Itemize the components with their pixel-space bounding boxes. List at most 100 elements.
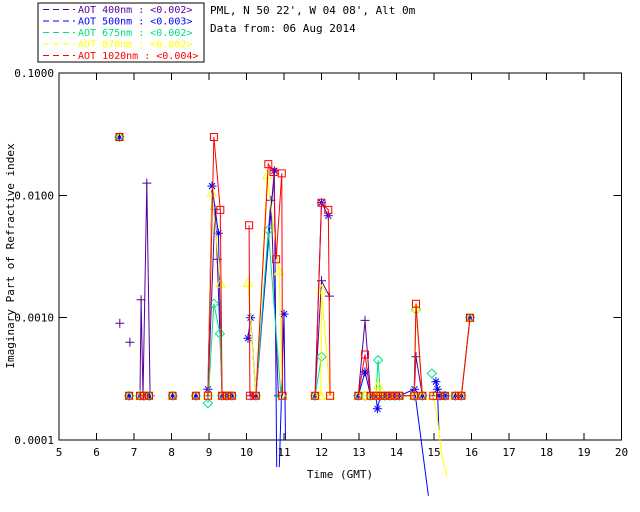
square-marker-aot-1020nm	[269, 168, 278, 176]
legend-entry-label: AOT 500nm : <0.003>	[78, 17, 192, 28]
series-aot-500nm	[114, 132, 475, 496]
x-tick-label: 12	[315, 446, 328, 459]
square-marker-aot-1020nm	[209, 133, 218, 141]
legend: AOT 400nm : <0.002>AOT 500nm : <0.003>AO…	[37, 2, 205, 63]
y-tick-label: 0.0010	[14, 312, 54, 325]
series-aot-400nm	[114, 132, 475, 401]
square-marker-aot-1020nm	[410, 391, 419, 400]
plus-marker-aot-400nm	[136, 295, 146, 305]
asterisk-marker-aot-500nm	[360, 367, 370, 377]
series-line-aot-870nm	[247, 175, 283, 396]
x-tick-label: 18	[540, 446, 553, 459]
x-tick-label: 13	[352, 446, 365, 459]
square-marker-aot-1020nm	[264, 160, 273, 169]
series-line-aot-400nm	[139, 183, 151, 396]
x-axis-title: Time (GMT)	[307, 468, 373, 481]
legend-entry-label: AOT 1020nm : <0.004>	[78, 51, 198, 62]
square-marker-aot-1020nm	[457, 391, 466, 400]
square-marker-aot-1020nm	[278, 391, 287, 400]
asterisk-marker-aot-500nm	[431, 377, 441, 387]
series-line-aot-675nm	[314, 356, 322, 396]
plot-frame	[58, 72, 622, 441]
y-tick-label: 0.0100	[14, 189, 54, 202]
plus-marker-aot-400nm	[115, 318, 125, 328]
x-tick-label: 19	[577, 446, 590, 459]
square-marker-aot-1020nm	[311, 391, 320, 400]
square-marker-aot-1020nm	[251, 391, 260, 400]
x-tick-label: 5	[56, 446, 63, 459]
data-series-layer	[114, 131, 476, 496]
x-tick-label: 11	[277, 446, 290, 459]
asterisk-marker-aot-500nm	[432, 384, 442, 394]
plus-marker-aot-400nm	[411, 352, 421, 362]
square-marker-aot-1020nm	[412, 299, 420, 308]
diamond-marker-aot-675nm	[372, 354, 384, 366]
x-tick-label: 16	[465, 446, 478, 459]
square-marker-aot-1020nm	[272, 255, 281, 264]
series-line-aot-1020nm	[357, 303, 423, 397]
square-marker-aot-1020nm	[466, 313, 474, 322]
square-marker-aot-1020nm	[361, 350, 369, 359]
x-tick-label: 6	[93, 446, 100, 459]
x-tick-label: 9	[206, 446, 213, 459]
diamond-marker-aot-675nm	[208, 298, 220, 309]
asterisk-marker-aot-500nm	[279, 309, 289, 319]
square-marker-aot-1020nm	[125, 391, 134, 400]
square-marker-aot-1020nm	[440, 391, 449, 400]
diamond-marker-aot-675nm	[214, 328, 226, 339]
x-tick-label: 8	[168, 446, 175, 459]
square-marker-aot-1020nm	[354, 391, 363, 400]
asterisk-marker-aot-500nm	[191, 391, 201, 401]
x-tick-label: 14	[390, 446, 404, 459]
square-marker-aot-1020nm	[245, 221, 254, 230]
triangle-marker-aot-870nm	[273, 265, 285, 276]
triangle-marker-aot-870nm	[316, 283, 327, 294]
y-tick-label: 0.1000	[14, 67, 54, 80]
asterisk-marker-aot-500nm	[269, 166, 279, 176]
plus-marker-aot-400nm	[360, 315, 370, 325]
triangle-marker-aot-870nm	[242, 277, 254, 287]
x-tick-label: 7	[131, 446, 138, 459]
series-aot-1020nm	[115, 133, 474, 400]
asterisk-marker-aot-500nm	[243, 333, 253, 343]
square-marker-aot-1020nm	[326, 391, 335, 400]
asterisk-marker-aot-500nm	[168, 391, 178, 401]
series-line-aot-870nm	[432, 395, 448, 477]
x-tick-label: 17	[502, 446, 515, 459]
triangle-marker-aot-870nm	[372, 379, 384, 390]
triangle-marker-aot-870nm	[206, 187, 218, 197]
diamond-marker-aot-675nm	[426, 368, 438, 379]
legend-entry-label: AOT 400nm : <0.002>	[78, 5, 192, 16]
site-location-text: PML, N 50 22', W 04 08', Alt 0m	[210, 4, 416, 17]
x-tick-label: 20	[615, 446, 628, 459]
y-tick-label: 0.0001	[14, 434, 54, 447]
square-marker-aot-1020nm	[191, 391, 200, 400]
square-marker-aot-1020nm	[168, 391, 177, 400]
series-line-aot-675nm	[255, 230, 282, 396]
asterisk-marker-aot-500nm	[114, 132, 124, 142]
square-marker-aot-1020nm	[203, 391, 212, 400]
series-line-aot-1020nm	[455, 317, 471, 397]
square-marker-aot-1020nm	[227, 391, 236, 400]
axes: 5 6 7 8 9 10 11 12 13 14 15 16 17 18 19 20 0.1000 0.0100 0…	[14, 67, 628, 459]
square-marker-aot-1020nm	[418, 391, 427, 400]
square-marker-aot-1020nm	[277, 169, 286, 178]
legend-entry-label: AOT 675nm : <0.002>	[78, 28, 192, 39]
x-tick-label: 15	[427, 446, 440, 459]
x-tick-label: 10	[240, 446, 253, 459]
plus-marker-aot-400nm	[125, 337, 135, 347]
square-marker-aot-1020nm	[395, 391, 404, 400]
asterisk-marker-aot-500nm	[213, 228, 223, 238]
y-axis-title: Imaginary Part of Refractive index	[4, 143, 17, 369]
square-marker-aot-1020nm	[324, 205, 333, 214]
square-marker-aot-1020nm	[115, 133, 124, 141]
series-aot-870nm	[114, 131, 476, 477]
series-line-aot-1020nm	[207, 136, 232, 397]
diamond-marker-aot-675nm	[202, 397, 214, 409]
legend-border	[37, 2, 205, 63]
asterisk-marker-aot-500nm	[207, 181, 217, 191]
legend-entry-label: AOT 870nm : <0.002>	[78, 40, 192, 51]
asterisk-marker-aot-500nm	[124, 391, 134, 401]
